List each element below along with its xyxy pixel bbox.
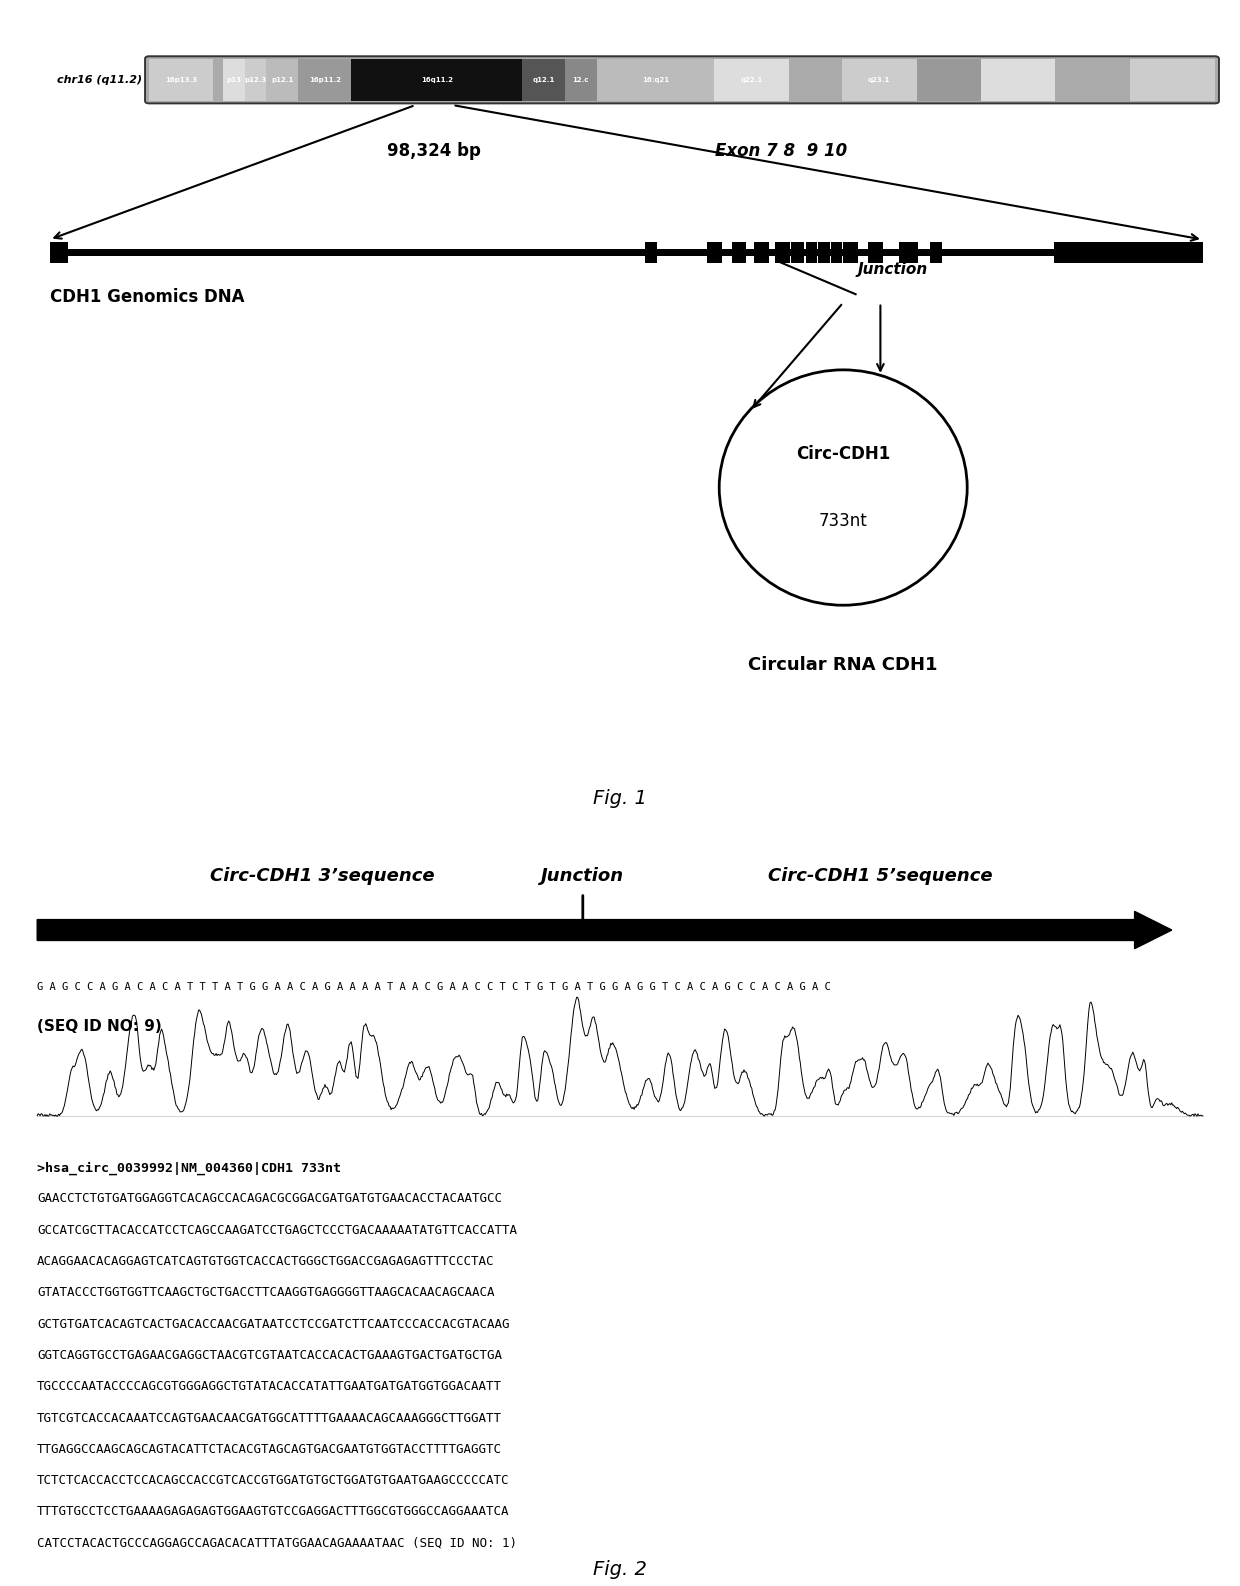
Ellipse shape xyxy=(719,370,967,606)
Text: Exon 7 8  9 10: Exon 7 8 9 10 xyxy=(715,143,847,160)
Bar xyxy=(50,249,1203,255)
Bar xyxy=(899,241,918,263)
Text: GCTGTGATCACAGTCACTGACACCAACGATAATCCTCCGATCTTCAATCCCACCACGTACAAG: GCTGTGATCACAGTCACTGACACCAACGATAATCCTCCGA… xyxy=(37,1318,510,1331)
Text: TTGAGGCCAAGCAGCAGTACATTCTACACGTAGCAGTGACGAATGTGGTACCTTTTGAGGTC: TTGAGGCCAAGCAGCAGTACATTCTACACGTAGCAGTGAC… xyxy=(37,1443,502,1456)
Text: p13: p13 xyxy=(227,76,242,82)
Bar xyxy=(1054,241,1203,263)
Text: q12.1: q12.1 xyxy=(532,76,554,82)
Text: 16:q21: 16:q21 xyxy=(642,76,668,82)
Bar xyxy=(754,241,769,263)
Bar xyxy=(213,59,223,102)
Bar xyxy=(843,241,858,263)
Bar xyxy=(732,241,746,263)
Text: >hsa_circ_0039992|NM_004360|CDH1 733nt: >hsa_circ_0039992|NM_004360|CDH1 733nt xyxy=(37,1161,341,1175)
Bar xyxy=(831,241,842,263)
Text: Circ-CDH1 5’sequence: Circ-CDH1 5’sequence xyxy=(768,868,993,885)
Bar xyxy=(298,59,351,102)
Bar xyxy=(981,59,1055,102)
Bar xyxy=(1055,59,1130,102)
Bar xyxy=(564,59,596,102)
Text: 733nt: 733nt xyxy=(818,512,868,530)
Text: Circ-CDH1: Circ-CDH1 xyxy=(796,446,890,463)
Bar xyxy=(1130,59,1215,102)
Bar xyxy=(791,241,804,263)
Bar xyxy=(714,59,789,102)
Bar xyxy=(789,59,842,102)
Bar xyxy=(842,59,916,102)
Text: p12.1: p12.1 xyxy=(270,76,294,82)
Bar xyxy=(930,241,942,263)
Bar xyxy=(707,241,722,263)
Text: ACAGGAACACAGGAGTCATCAGTGTGGTCACCACTGGGCTGGACCGAGAGAGTTTCCCTAC: ACAGGAACACAGGAGTCATCAGTGTGGTCACCACTGGGCT… xyxy=(37,1255,495,1269)
Text: GGTCAGGTGCCTGAGAACGAGGCTAACGTCGTAATCACCACACTGAAAGTGACTGATGCTGA: GGTCAGGTGCCTGAGAACGAGGCTAACGTCGTAATCACCA… xyxy=(37,1350,502,1362)
Text: Junction: Junction xyxy=(858,262,928,278)
Text: Circular RNA CDH1: Circular RNA CDH1 xyxy=(749,655,937,674)
Text: TCTCTCACCACCTCCACAGCCACCGTCACCGTGGATGTGCTGGATGTGAATGAAGCCCCCATC: TCTCTCACCACCTCCACAGCCACCGTCACCGTGGATGTGC… xyxy=(37,1475,510,1488)
Text: 16p13.3: 16p13.3 xyxy=(165,76,197,82)
Text: Fig. 2: Fig. 2 xyxy=(593,1559,647,1578)
Bar xyxy=(596,59,714,102)
Text: Junction: Junction xyxy=(541,868,625,885)
Text: GCCATCGCTTACACCATCCTCAGCCAAGATCCTGAGCTCCCTGACAAAAATATGTTCACCATTA: GCCATCGCTTACACCATCCTCAGCCAAGATCCTGAGCTCC… xyxy=(37,1224,517,1237)
Bar xyxy=(267,59,298,102)
Text: 16q11.2: 16q11.2 xyxy=(420,76,453,82)
Bar xyxy=(522,59,564,102)
Bar xyxy=(149,59,213,102)
Text: Fig. 1: Fig. 1 xyxy=(593,790,647,807)
Bar xyxy=(50,241,68,263)
FancyArrow shape xyxy=(37,912,1172,948)
Bar xyxy=(818,241,830,263)
Text: 12.c: 12.c xyxy=(573,76,589,82)
Bar xyxy=(916,59,981,102)
Bar xyxy=(351,59,522,102)
Text: TGTCGTCACCACAAATCCAGTGAACAACGATGGCATTTTGAAAACAGCAAAGGGCTTGGATT: TGTCGTCACCACAAATCCAGTGAACAACGATGGCATTTTG… xyxy=(37,1412,502,1424)
Text: p12.3: p12.3 xyxy=(244,76,267,82)
Bar xyxy=(645,241,657,263)
Text: G A G C C A G A C A C A T T T A T G G A A C A G A A A A T A A C G A A C C T C T : G A G C C A G A C A C A T T T A T G G A … xyxy=(37,982,831,993)
Text: CATCCTACACTGCCCAGGAGCCAGACACATTTATGGAACAGAAAATAAC (SEQ ID NO: 1): CATCCTACACTGCCCAGGAGCCAGACACATTTATGGAACA… xyxy=(37,1537,517,1550)
Text: Circ-CDH1 3’sequence: Circ-CDH1 3’sequence xyxy=(210,868,435,885)
Text: TTTGTGCCTCCTGAAAAGAGAGAGTGGAAGTGTCCGAGGACTTTGGCGTGGGCCAGGAAATCA: TTTGTGCCTCCTGAAAAGAGAGAGTGGAAGTGTCCGAGGA… xyxy=(37,1505,510,1518)
Text: CDH1 Genomics DNA: CDH1 Genomics DNA xyxy=(50,289,244,306)
Text: TGCCCCAATACCCCAGCGTGGGAGGCTGTATACACCATATTGAATGATGATGGTGGACAATT: TGCCCCAATACCCCAGCGTGGGAGGCTGTATACACCATAT… xyxy=(37,1380,502,1393)
FancyBboxPatch shape xyxy=(145,57,1219,103)
Text: 98,324 bp: 98,324 bp xyxy=(387,143,481,160)
Text: GAACCTCTGTGATGGAGGTCACAGCCACAGACGCGGACGATGATGTGAACACCTACAATGCC: GAACCTCTGTGATGGAGGTCACAGCCACAGACGCGGACGA… xyxy=(37,1193,502,1205)
Bar xyxy=(806,241,817,263)
Text: GTATACCCTGGTGGTTCAAGCTGCTGACCTTCAAGGTGAGGGGTTAAGCACAACAGCAACA: GTATACCCTGGTGGTTCAAGCTGCTGACCTTCAAGGTGAG… xyxy=(37,1286,495,1299)
Bar xyxy=(223,59,244,102)
Text: q23.1: q23.1 xyxy=(868,76,890,82)
Bar xyxy=(868,241,883,263)
Text: chr16 (q11.2): chr16 (q11.2) xyxy=(57,75,143,86)
Bar xyxy=(244,59,267,102)
Text: q22.1: q22.1 xyxy=(740,76,763,82)
Bar xyxy=(775,241,790,263)
Text: (SEQ ID NO: 9): (SEQ ID NO: 9) xyxy=(37,1020,162,1034)
Text: 16p11.2: 16p11.2 xyxy=(309,76,341,82)
